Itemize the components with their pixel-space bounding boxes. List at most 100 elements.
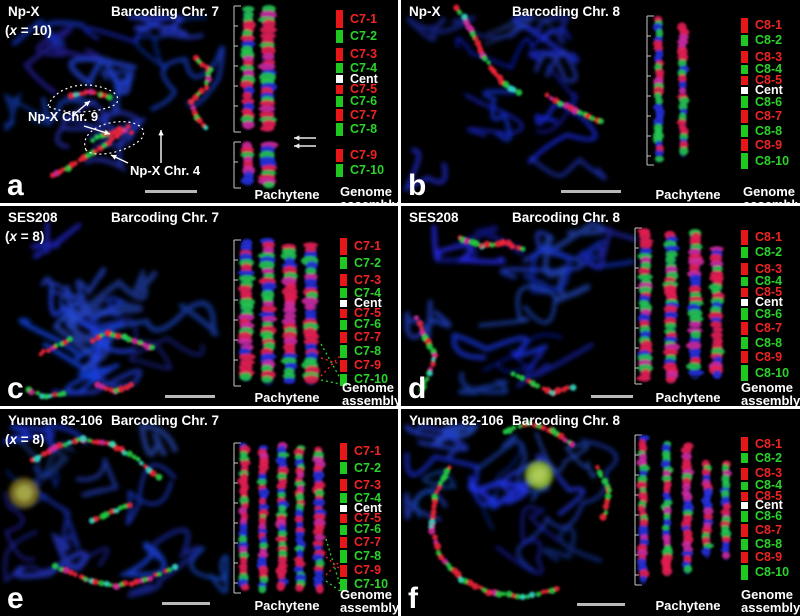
legend-label: C7-6: [350, 94, 378, 108]
legend-segment: [340, 479, 347, 492]
barcoded-chromosomes: [49, 54, 214, 179]
legend-label: C8-7: [755, 109, 783, 123]
legend-label: C8-5: [755, 285, 783, 299]
legend-segment: [741, 322, 748, 335]
legend-label: C7-4: [354, 285, 382, 300]
legend-label: C7-3: [354, 477, 382, 492]
panel-letter: d: [408, 372, 427, 405]
legend-segment: [741, 76, 748, 85]
barcoding-title: Barcoding Chr. 8: [511, 413, 621, 428]
legend-segment: [340, 345, 347, 358]
size-bracket: [646, 15, 654, 166]
pachytene-label: Pachytene: [254, 390, 320, 405]
straightened-chromosome: [237, 442, 327, 594]
scale-bar: [145, 190, 197, 193]
legend-label: C7-2: [354, 460, 382, 475]
legend-label: Cent: [755, 295, 783, 309]
barcoded-chromosomes: [25, 329, 156, 400]
panel-letter: b: [408, 169, 427, 202]
pachytene-label: Pachytene: [655, 187, 721, 202]
legend-label: C8-6: [755, 94, 783, 109]
genome-assembly-legend: C7-1 C7-2 C7-3 C7-4 Cent C7-5 C7-6 C7-7 C7-8 C7-9…: [340, 441, 398, 595]
legend-label: C8-10: [755, 365, 790, 380]
inversion-dashed-lines-icon: [325, 538, 341, 592]
legend-segment: [340, 524, 347, 536]
legend-segment: [741, 524, 748, 537]
scale-bar: [577, 603, 625, 606]
legend-label: C7-4: [354, 490, 382, 505]
legend-segment: [741, 502, 748, 510]
legend-segment: [340, 578, 347, 592]
legend-segment: [741, 453, 748, 464]
legend-segment: [336, 30, 343, 43]
barcoded-chromosomes: [428, 420, 612, 600]
legend-segment: [741, 247, 748, 258]
legend-segment: [340, 274, 347, 287]
straightened-chromosome: [636, 434, 732, 585]
panel-b: Np-X Barcoding Chr. 8 b C8-1 C8-2 C8-3 C8-4…: [401, 0, 800, 203]
legend-label: Cent: [755, 83, 783, 97]
sample-label: SES208: [409, 210, 459, 225]
legend-segment: [336, 123, 343, 136]
legend-label: Cent: [354, 500, 382, 515]
genome-assembly-legend: C8-1 C8-2 C8-3 C8-4 C8-5 Cent C8-6 C8-7 C8-8 C8-9…: [741, 435, 800, 584]
legend-label: C8-10: [755, 153, 790, 168]
barcoded-chromosomes: [29, 435, 179, 590]
legend-label: C8-1: [755, 18, 783, 32]
legend-segment: [741, 110, 748, 123]
legend-label: Cent: [354, 295, 382, 310]
size-bracket: [634, 434, 642, 586]
panel-letter: f: [408, 582, 418, 615]
panel-c: SES208 (x = 8) Barcoding Chr. 7 c C7-1 C7…: [0, 206, 398, 406]
barcoding-title: Barcoding Chr. 7: [110, 4, 220, 19]
legend-label: C7-7: [354, 535, 382, 550]
legend-segment: [340, 373, 347, 387]
scale-bar: [165, 395, 215, 398]
size-bracket: [233, 239, 241, 387]
legend-segment: [741, 308, 748, 320]
dapi-chromatin: [3, 15, 225, 173]
legend-label: C8-6: [755, 509, 783, 524]
legend-label: C8-1: [755, 230, 783, 244]
straightened-chromosome: [652, 15, 690, 163]
legend-label: C7-7: [350, 107, 378, 122]
genome-assembly-legend: C8-1 C8-2 C8-3 C8-4 C8-5 Cent C8-6 C8-7 C8-8 C8-9…: [741, 16, 800, 173]
pachytene-label: Pachytene: [254, 598, 320, 613]
straightened-chromosome: [239, 4, 279, 189]
panel-letter: c: [7, 372, 24, 405]
genome-assembly-label: Genome assembly: [342, 380, 398, 406]
barcoding-title: Barcoding Chr. 7: [110, 413, 220, 428]
legend-label: C7-1: [354, 443, 382, 458]
legend-label: C8-4: [755, 478, 783, 493]
barcoded-chromosomes: [453, 4, 604, 125]
barcoding-title: Barcoding Chr. 8: [511, 210, 621, 225]
legend-label: C7-10: [354, 577, 389, 592]
straightened-chromosome: [237, 237, 321, 386]
dapi-chromatin: [404, 14, 607, 192]
legend-segment: [741, 351, 748, 363]
panel-d: SES208 Barcoding Chr. 8 d C8-1 C8-2 C8-3 C8…: [401, 206, 800, 406]
legend-segment: [741, 277, 748, 286]
size-bracket: [233, 5, 241, 189]
legend-segment: [741, 230, 748, 245]
legend-label: C7-4: [350, 60, 378, 75]
legend-segment: [340, 461, 347, 475]
legend-label: C7-5: [350, 82, 378, 96]
legend-segment: [340, 256, 347, 270]
legend-segment: [336, 96, 343, 107]
legend-label: C8-10: [755, 565, 790, 580]
legend-label: C8-2: [755, 245, 783, 259]
sample-label: Np-X: [8, 4, 40, 19]
legend-label: C8-5: [755, 73, 783, 87]
legend-segment: [741, 551, 748, 564]
legend-segment: [340, 442, 347, 460]
legend-segment: [741, 125, 748, 137]
legend-segment: [336, 48, 343, 61]
barcoding-title: Barcoding Chr. 7: [110, 210, 220, 225]
genome-assembly-label: Genome assembly: [340, 184, 398, 203]
legend-segment: [340, 359, 347, 372]
inversion-dashed-lines-icon: [320, 343, 341, 385]
dapi-chromatin: [404, 220, 638, 396]
annotation-chr9: Np-X Chr. 9: [28, 109, 99, 124]
legend-segment: [741, 18, 748, 33]
